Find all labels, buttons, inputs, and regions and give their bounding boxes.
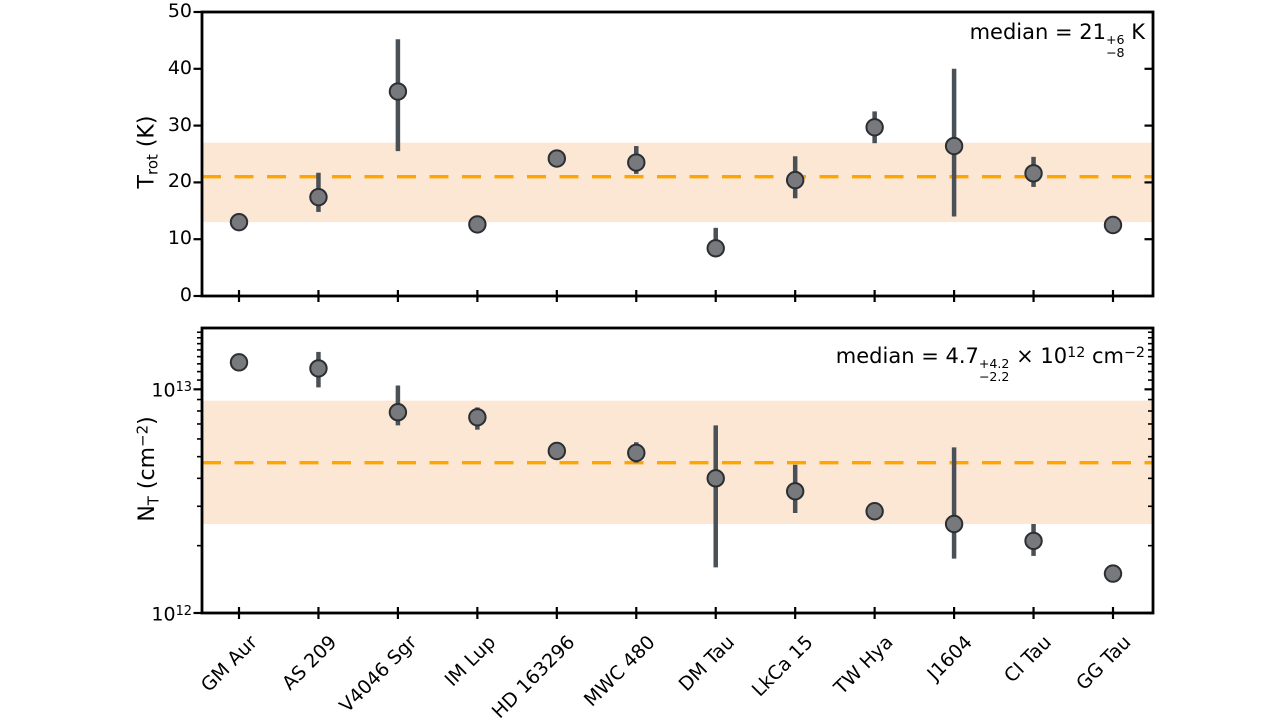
y-tick-base: 10 — [151, 379, 176, 402]
y-tick-text: 30 — [167, 113, 192, 136]
y-tick-text: 10 — [167, 227, 192, 250]
y-tick-label-column-density: 1012 — [151, 601, 192, 625]
y-tick-label-rotational-temperature: 40 — [168, 57, 192, 79]
y-tick-exponent: 13 — [175, 380, 192, 396]
uncertainty-plus: +4.2 — [978, 355, 1010, 371]
data-point-tw-hya-rotational-temperature — [865, 118, 884, 137]
axes-frame-rotational-temperature — [200, 10, 1155, 298]
data-point-dm-tau-rotational-temperature — [706, 239, 725, 258]
annotation-segment: cm — [1085, 344, 1124, 368]
y-tick-base: 10 — [151, 603, 176, 626]
y-tick-exponent: 12 — [175, 604, 192, 619]
y-axis-label-rotational-temperature: Trot (K) — [134, 116, 161, 189]
data-point-v4046-sgr-rotational-temperature — [388, 82, 408, 101]
data-point-gm-aur-column-density — [229, 353, 249, 372]
y-tick-label-rotational-temperature: 30 — [168, 114, 192, 136]
annotation-segment: × 10 — [1009, 344, 1068, 368]
data-point-im-lup-rotational-temperature — [468, 215, 487, 234]
y-tick-label-rotational-temperature: 50 — [168, 0, 192, 22]
data-point-j1604-column-density — [944, 514, 964, 534]
axes-frame-column-density — [200, 326, 1155, 615]
data-point-as-209-rotational-temperature — [309, 187, 328, 207]
data-point-hd-163296-rotational-temperature — [547, 149, 567, 168]
data-point-mwc-480-column-density — [627, 443, 646, 463]
y-axis-label-segment: −2 — [133, 424, 152, 447]
data-point-tw-hya-column-density — [865, 502, 884, 521]
y-axis-label-segment: ) — [134, 415, 160, 425]
y-axis-label-segment: T — [144, 495, 163, 505]
data-point-lkca-15-rotational-temperature — [785, 170, 805, 190]
data-point-ci-tau-column-density — [1024, 531, 1043, 551]
data-point-dm-tau-column-density — [706, 469, 725, 488]
y-axis-label-segment: (K) — [134, 115, 160, 155]
annotation-segment: −2 — [1123, 345, 1145, 362]
y-tick-text: 20 — [167, 170, 192, 193]
annotation-segment: K — [1124, 20, 1145, 44]
data-point-v4046-sgr-column-density — [388, 403, 408, 422]
annotation-segment: 12 — [1067, 345, 1086, 362]
annotation-segment: median = 21 — [969, 20, 1106, 44]
median-band-rotational-temperature — [202, 142, 1153, 223]
uncertainty-plus: +6 — [1105, 31, 1125, 47]
median-uncertainty-stack: +4.2 −2.2 — [978, 355, 1010, 384]
data-point-j1604-rotational-temperature — [944, 136, 964, 156]
y-tick-text: 40 — [167, 56, 192, 79]
data-point-gm-aur-rotational-temperature — [229, 212, 249, 232]
y-tick-label-rotational-temperature: 20 — [168, 170, 192, 192]
y-axis-label-segment: T — [134, 174, 160, 189]
uncertainty-minus: −8 — [1105, 45, 1125, 60]
median-annotation-rotational-temperature: median = 21 +6 −8 K — [970, 20, 1145, 59]
median-uncertainty-stack: +6 −8 — [1105, 31, 1125, 60]
y-axis-label-column-density: NT (cm−2) — [134, 416, 163, 521]
data-point-as-209-column-density — [309, 359, 328, 378]
y-tick-text: 0 — [179, 284, 192, 306]
y-tick-label-rotational-temperature: 0 — [180, 284, 192, 306]
y-axis-label-segment: N — [134, 504, 160, 522]
y-axis-label-segment: (cm — [134, 446, 160, 496]
y-axis-label-segment: rot — [143, 154, 162, 175]
data-point-im-lup-column-density — [468, 408, 487, 427]
y-tick-label-rotational-temperature: 10 — [168, 227, 192, 249]
data-point-gg-tau-column-density — [1103, 564, 1123, 583]
uncertainty-minus: −2.2 — [978, 369, 1010, 384]
data-point-lkca-15-column-density — [785, 482, 805, 501]
y-tick-label-column-density: 1013 — [151, 377, 192, 402]
data-point-mwc-480-rotational-temperature — [627, 153, 646, 172]
data-point-gg-tau-rotational-temperature — [1103, 215, 1123, 235]
annotation-segment: median = 4.7 — [835, 344, 979, 368]
data-point-hd-163296-column-density — [547, 441, 567, 461]
data-point-ci-tau-rotational-temperature — [1024, 164, 1043, 183]
y-tick-text: 50 — [167, 0, 192, 22]
median-annotation-column-density: median = 4.7 +4.2 −2.2 × 1012 cm−2 — [836, 344, 1145, 383]
